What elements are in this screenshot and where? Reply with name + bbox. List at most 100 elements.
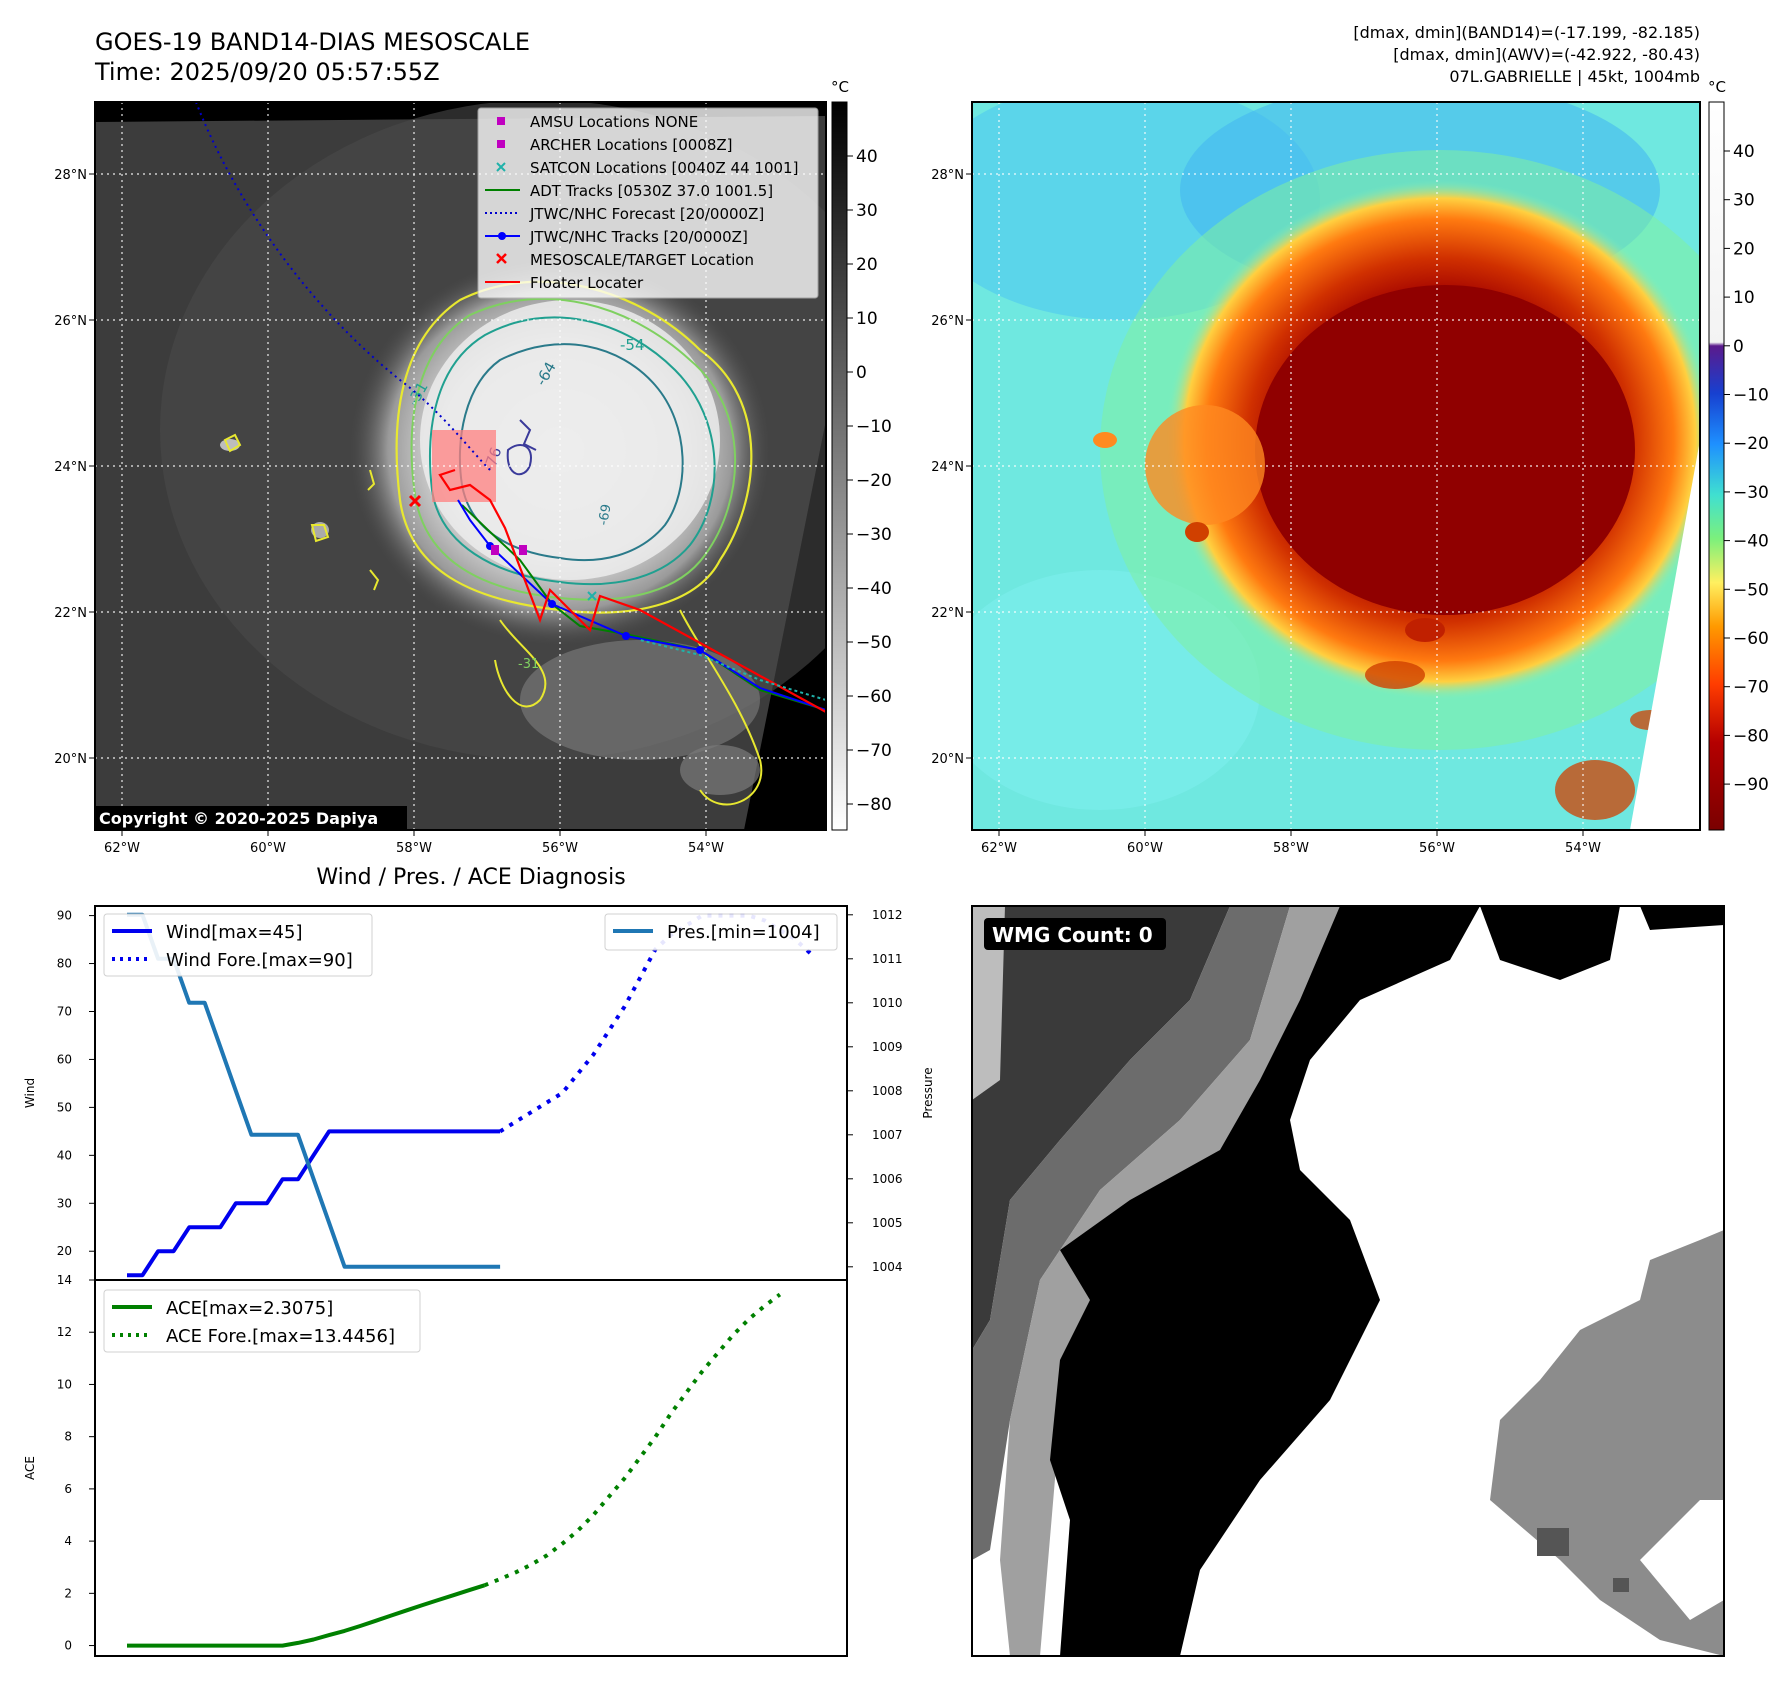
legend-item: Floater Locater xyxy=(530,274,644,292)
lon-tick-label: 58°W xyxy=(396,841,432,856)
awv-colorbar-tick: 30 xyxy=(1733,191,1755,211)
y-right-tick-label: 1005 xyxy=(872,1216,903,1230)
awv-colorbar-tick: −30 xyxy=(1733,483,1769,503)
legend-wind: Wind[max=45] xyxy=(166,922,303,943)
contour-label: -31 xyxy=(518,657,539,672)
y-tick-label: 12 xyxy=(57,1325,72,1339)
figure-title: GOES-19 BAND14-DIAS MESOSCALE xyxy=(95,28,530,56)
y-tick-label: 50 xyxy=(57,1100,72,1114)
lon-tick-label: 62°W xyxy=(981,841,1017,856)
ace-axis-label: ACE xyxy=(23,1456,37,1480)
ace-chart: ACE 14 12 10 8 6 4 2 0 ACE[max=2.3075] ACE Fore… xyxy=(23,1273,848,1657)
contour-label: -54 xyxy=(620,336,645,354)
copyright-text: Copyright © 2020-2025 Dapiya xyxy=(99,809,378,828)
legend-pressure: Pres.[min=1004] xyxy=(667,922,820,943)
ir-colorbar-tick: 30 xyxy=(856,201,878,221)
info-awv: [dmax, dmin](AWV)=(-42.922, -80.43) xyxy=(1393,45,1700,64)
ir-colorbar-tick: −40 xyxy=(856,579,892,599)
awv-colorbar xyxy=(1708,101,1725,831)
ir-colorbar-tick: 10 xyxy=(856,309,878,329)
lat-tick-label: 20°N xyxy=(931,752,964,767)
y-tick-label: 14 xyxy=(57,1273,72,1287)
y-right-tick-label: 1011 xyxy=(872,952,903,966)
pressure-axis-label: Pressure xyxy=(921,1067,935,1118)
lon-tick-label: 54°W xyxy=(1565,841,1601,856)
legend-item: AMSU Locations NONE xyxy=(530,113,698,131)
pressure-legend: Pres.[min=1004] xyxy=(604,913,838,951)
y-tick-label: 10 xyxy=(57,1377,72,1391)
ir-colorbar-tick: 0 xyxy=(856,363,867,383)
awv-colorbar-tick: 0 xyxy=(1733,337,1744,357)
lon-tick-label: 58°W xyxy=(1273,841,1309,856)
y-tick-label: 2 xyxy=(64,1586,72,1600)
wmg-count-label: WMG Count: 0 xyxy=(992,923,1153,947)
ir-colorbar-tick: −50 xyxy=(856,633,892,653)
lon-tick-label: 54°W xyxy=(688,841,724,856)
info-storm: 07L.GABRIELLE | 45kt, 1004mb xyxy=(1449,67,1700,86)
awv-colorbar-tick: −60 xyxy=(1733,629,1769,649)
ir-colorbar-tick: −80 xyxy=(856,795,892,815)
ir-legend: AMSU Locations NONE ARCHER Locations [00… xyxy=(477,107,819,299)
y-right-tick-label: 1009 xyxy=(872,1040,903,1054)
y-right-tick-label: 1006 xyxy=(872,1172,903,1186)
awv-colorbar-tick: 40 xyxy=(1733,142,1755,162)
y-right-tick-label: 1008 xyxy=(872,1084,903,1098)
lon-tick-label: 56°W xyxy=(1419,841,1455,856)
legend-wind-fore: Wind Fore.[max=90] xyxy=(166,950,353,971)
lon-tick-label: 60°W xyxy=(1127,841,1163,856)
y-right-tick-label: 1007 xyxy=(872,1128,903,1142)
ir-colorbar xyxy=(831,101,848,831)
ir-colorbar-tick: 20 xyxy=(856,255,878,275)
awv-colorbar-tick: −90 xyxy=(1733,775,1769,795)
y-tick-label: 40 xyxy=(57,1148,72,1162)
awv-colorbar-tick: −80 xyxy=(1733,726,1769,746)
lon-tick-label: 62°W xyxy=(104,841,140,856)
y-right-tick-label: 1012 xyxy=(872,908,903,922)
lat-tick-label: 22°N xyxy=(54,606,87,621)
y-tick-label: 90 xyxy=(57,909,72,923)
lat-tick-label: 24°N xyxy=(931,460,964,475)
legend-item: ADT Tracks [0530Z 37.0 1001.5] xyxy=(530,182,773,200)
ace-legend: ACE[max=2.3075] ACE Fore.[max=13.4456] xyxy=(103,1289,421,1353)
awv-colorbar-tick: 20 xyxy=(1733,239,1755,259)
lat-tick-label: 28°N xyxy=(54,168,87,183)
diagnosis-title: Wind / Pres. / ACE Diagnosis xyxy=(316,865,625,890)
lat-tick-label: 22°N xyxy=(931,606,964,621)
legend-item: JTWC/NHC Tracks [20/0000Z] xyxy=(529,228,748,246)
ir-colorbar-tick: −30 xyxy=(856,525,892,545)
lat-tick-label: 26°N xyxy=(931,314,964,329)
lat-tick-label: 26°N xyxy=(54,314,87,329)
wind-legend: Wind[max=45] Wind Fore.[max=90] xyxy=(103,913,373,977)
awv-colorbar-tick: −70 xyxy=(1733,678,1769,698)
ir-map-panel: -54 -64 -31 -76 -31 -69 xyxy=(94,78,892,831)
legend-item: ARCHER Locations [0008Z] xyxy=(530,136,733,154)
wind-pressure-chart: Wind Pressure 90 80 70 60 50 40 30 20 1012 1011 10… xyxy=(23,905,935,1281)
lon-tick-label: 60°W xyxy=(250,841,286,856)
ir-colorbar-tick: −10 xyxy=(856,417,892,437)
y-tick-label: 4 xyxy=(64,1534,72,1548)
y-tick-label: 80 xyxy=(57,957,72,971)
legend-item: JTWC/NHC Forecast [20/0000Z] xyxy=(529,205,764,223)
ir-colorbar-unit: °C xyxy=(831,78,849,96)
lat-tick-label: 20°N xyxy=(54,752,87,767)
legend-ace-fore: ACE Fore.[max=13.4456] xyxy=(166,1326,395,1347)
lat-tick-label: 24°N xyxy=(54,460,87,475)
awv-colorbar-tick: 10 xyxy=(1733,288,1755,308)
y-tick-label: 8 xyxy=(64,1430,72,1444)
legend-item: SATCON Locations [0040Z 44 1001] xyxy=(530,159,798,177)
awv-colorbar-tick: −50 xyxy=(1733,580,1769,600)
legend-item: MESOSCALE/TARGET Location xyxy=(530,251,754,269)
wmg-panel: WMG Count: 0 xyxy=(971,905,1725,1657)
awv-colorbar-unit: °C xyxy=(1708,78,1726,96)
wind-axis-label: Wind xyxy=(23,1078,37,1108)
awv-colorbar-tick: −40 xyxy=(1733,532,1769,552)
y-tick-label: 60 xyxy=(57,1052,72,1066)
contour-label: -69 xyxy=(596,503,614,527)
series-line-0 xyxy=(127,1583,486,1648)
info-band14: [dmax, dmin](BAND14)=(-17.199, -82.185) xyxy=(1353,23,1700,42)
y-tick-label: 6 xyxy=(64,1482,72,1496)
lon-tick-label: 56°W xyxy=(542,841,578,856)
series-line-1 xyxy=(483,1292,782,1588)
y-right-tick-label: 1010 xyxy=(872,996,903,1010)
